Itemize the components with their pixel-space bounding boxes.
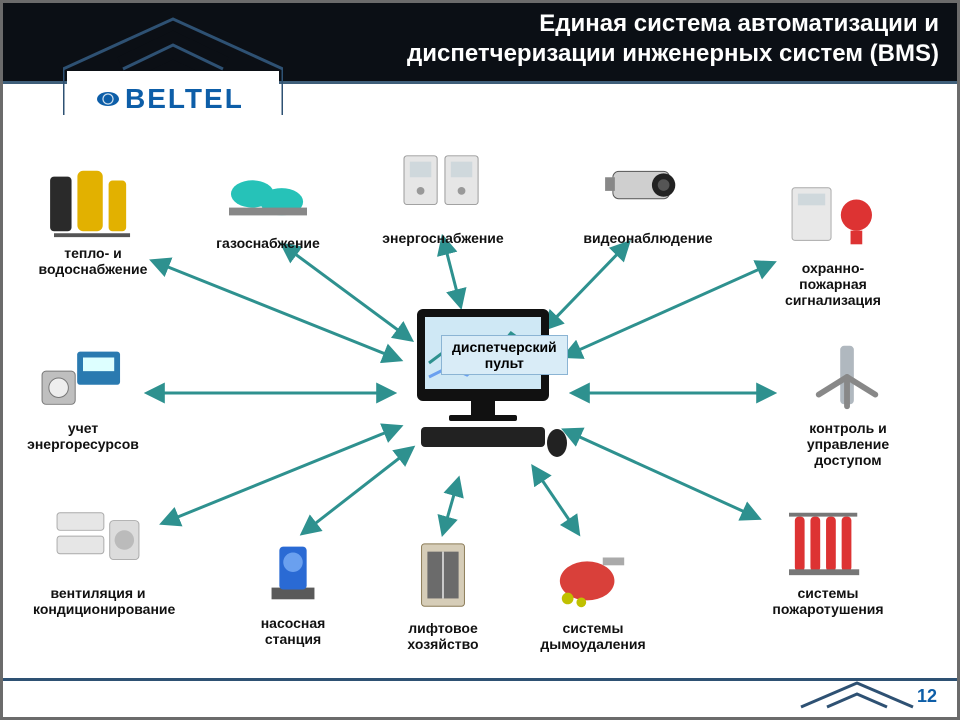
node-hvac: вентиляция и кондиционирование	[33, 503, 163, 617]
center-label: диспетчерский пульт	[441, 335, 568, 375]
fire-alarm-label: охранно-пожарная сигнализация	[768, 260, 898, 308]
cctv-icon	[593, 148, 703, 226]
gas-icon	[213, 153, 323, 231]
power-icon	[388, 148, 498, 226]
power-label: энергоснабжение	[378, 230, 508, 246]
node-fire-supp: системы пожаротушения	[763, 503, 893, 617]
heat-water-icon	[38, 163, 148, 241]
node-pump: насосная станция	[228, 533, 358, 647]
fire-supp-label: системы пожаротушения	[763, 585, 893, 617]
fire-supp-icon	[773, 503, 883, 581]
node-lift: лифтовое хозяйство	[378, 538, 508, 652]
arrow-smoke	[534, 467, 578, 533]
node-cctv: видеонаблюдение	[583, 148, 713, 246]
center-node	[393, 308, 573, 462]
smoke-icon	[538, 538, 648, 616]
pump-icon	[238, 533, 348, 611]
node-smoke: системы дымоудаления	[528, 538, 658, 652]
lift-icon	[388, 538, 498, 616]
heat-water-label: тепло- и водоснабжение	[28, 245, 158, 277]
arrow-hvac	[163, 427, 400, 523]
footer-chevron-icon	[797, 677, 917, 711]
metering-icon	[28, 338, 138, 416]
pump-label: насосная станция	[228, 615, 358, 647]
fire-alarm-icon	[778, 178, 888, 256]
access-label: контроль и управление доступом	[783, 420, 913, 468]
smoke-label: системы дымоудаления	[528, 620, 658, 652]
page-number: 12	[917, 686, 937, 707]
access-icon	[793, 338, 903, 416]
arrow-lift	[443, 480, 458, 533]
gas-label: газоснабжение	[203, 235, 333, 251]
metering-label: учет энергоресурсов	[18, 420, 148, 452]
slide-title: Единая система автоматизации и диспетчер…	[263, 9, 939, 69]
arrow-fire-supp	[565, 430, 758, 518]
hvac-icon	[43, 503, 153, 581]
node-access: контроль и управление доступом	[783, 338, 913, 468]
node-gas: газоснабжение	[203, 153, 333, 251]
node-power: энергоснабжение	[378, 148, 508, 246]
node-heat-water: тепло- и водоснабжение	[28, 163, 158, 277]
lift-label: лифтовое хозяйство	[378, 620, 508, 652]
hvac-label: вентиляция и кондиционирование	[33, 585, 163, 617]
arrow-heat-water	[153, 261, 399, 360]
slide: Единая система автоматизации и диспетчер…	[0, 0, 960, 720]
arrow-gas	[283, 245, 411, 339]
monitor-icon	[393, 308, 573, 458]
node-metering: учет энергоресурсов	[18, 338, 148, 452]
cctv-label: видеонаблюдение	[583, 230, 713, 246]
diagram-canvas: диспетчерский пульт тепло- и водоснабжен…	[3, 103, 957, 679]
node-fire-alarm: охранно-пожарная сигнализация	[768, 178, 898, 308]
arrow-power	[443, 238, 461, 306]
